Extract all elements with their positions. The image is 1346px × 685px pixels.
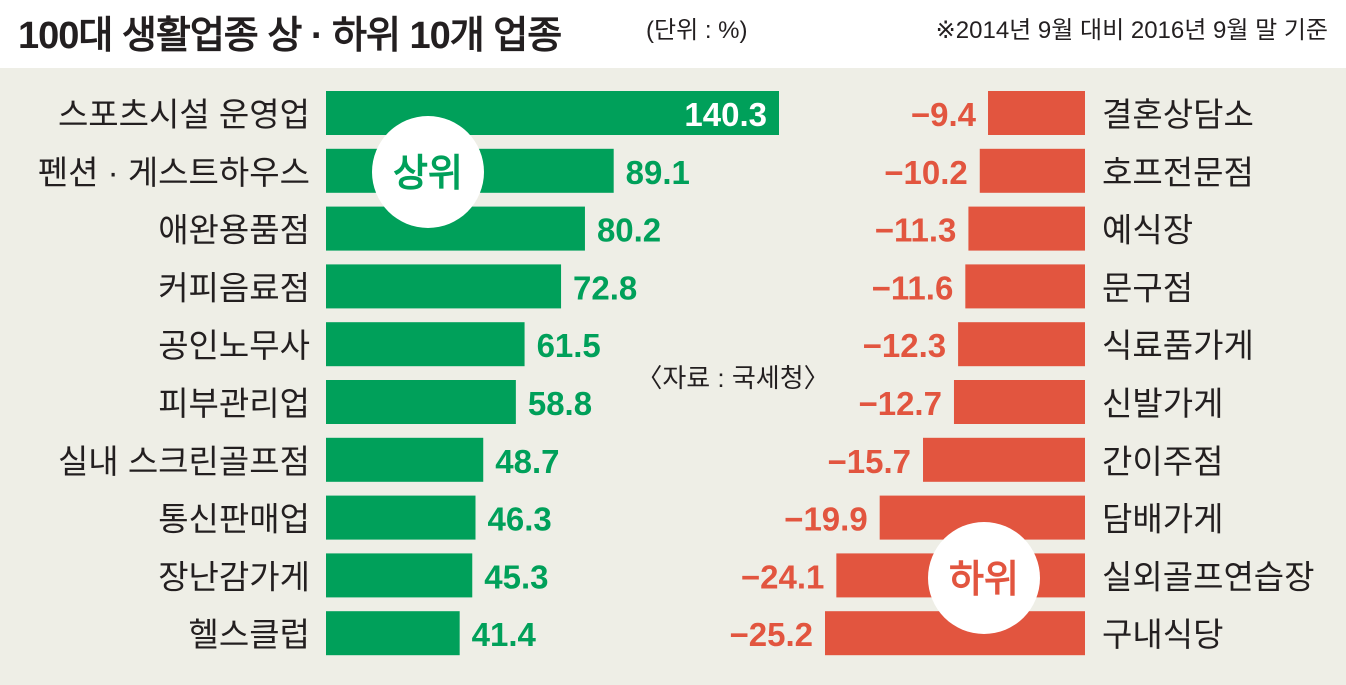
value-label-bottom: −11.3 bbox=[875, 212, 957, 249]
category-label-bottom: 문구점 bbox=[1102, 269, 1193, 306]
value-label-top: 41.4 bbox=[472, 616, 537, 653]
bottom-badge-label: 하위 bbox=[949, 559, 1019, 601]
category-label-bottom: 담배가게 bbox=[1102, 501, 1223, 538]
bar-top bbox=[326, 437, 484, 482]
category-label-top: 스포츠시설 운영업 bbox=[58, 96, 310, 133]
category-label-top: 실내 스크린골프점 bbox=[58, 443, 310, 480]
value-label-bottom: −12.3 bbox=[863, 327, 947, 364]
bottom10-series: −9.4 결혼상담소 −10.2 호프전문점 −11.3 예식장 −11.6 문구점 −12.3… bbox=[730, 91, 1315, 656]
bar-top bbox=[326, 322, 525, 367]
value-label-top: 61.5 bbox=[537, 327, 601, 364]
bar-bottom bbox=[953, 380, 1085, 424]
value-label-top: 140.3 bbox=[684, 96, 767, 133]
category-label-bottom: 실외골프연습장 bbox=[1102, 558, 1315, 595]
value-label-top: 45.3 bbox=[484, 558, 548, 595]
value-label-bottom: −11.6 bbox=[872, 269, 954, 306]
value-label-top: 89.1 bbox=[626, 154, 690, 191]
category-label-bottom: 간이주점 bbox=[1102, 443, 1223, 480]
category-label-top: 공인노무사 bbox=[158, 327, 310, 364]
value-label-top: 58.8 bbox=[528, 385, 592, 422]
bar-bottom bbox=[979, 148, 1085, 193]
category-label-bottom: 구내식당 bbox=[1102, 616, 1223, 653]
category-label-top: 피부관리업 bbox=[158, 385, 310, 422]
bar-bottom bbox=[968, 206, 1085, 251]
bar-top bbox=[326, 611, 460, 656]
category-label-top: 애완용품점 bbox=[158, 212, 310, 249]
unit-label: (단위 : %) bbox=[646, 17, 748, 44]
bar-top bbox=[326, 553, 473, 598]
value-label-bottom: −25.2 bbox=[730, 616, 814, 653]
category-label-bottom: 결혼상담소 bbox=[1102, 96, 1254, 133]
bar-top bbox=[326, 380, 516, 424]
bar-bottom bbox=[965, 264, 1085, 309]
top-badge-circle bbox=[372, 116, 484, 228]
bar-top bbox=[326, 495, 476, 540]
value-label-top: 80.2 bbox=[597, 212, 661, 249]
header: 100대 생활업종 상 · 하위 10개 업종 (단위 : %) ※2014년 … bbox=[0, 0, 1346, 68]
category-label-bottom: 호프전문점 bbox=[1102, 154, 1254, 191]
category-label-bottom: 식료품가게 bbox=[1102, 327, 1254, 364]
bar-bottom bbox=[923, 437, 1085, 482]
top-badge-label: 상위 bbox=[393, 153, 463, 195]
bar-bottom bbox=[988, 91, 1085, 135]
category-label-bottom: 신발가게 bbox=[1102, 385, 1223, 422]
chart-title: 100대 생활업종 상 · 하위 10개 업종 bbox=[18, 15, 562, 57]
basis-note: ※2014년 9월 대비 2016년 9월 말 기준 bbox=[935, 17, 1328, 44]
value-label-bottom: −19.9 bbox=[784, 501, 868, 538]
value-label-bottom: −12.7 bbox=[858, 385, 942, 422]
category-label-top: 펜션 · 게스트하우스 bbox=[38, 154, 310, 191]
value-label-bottom: −15.7 bbox=[828, 443, 912, 480]
category-label-bottom: 예식장 bbox=[1102, 212, 1193, 249]
source-note: 〈자료 : 국세청〉 bbox=[636, 363, 829, 393]
category-label-top: 헬스클럽 bbox=[189, 616, 310, 653]
bottom-badge-circle bbox=[928, 522, 1040, 634]
value-label-top: 72.8 bbox=[573, 269, 637, 306]
chart-panel bbox=[0, 68, 1346, 685]
bar-top bbox=[326, 264, 562, 309]
category-label-top: 커피음료점 bbox=[158, 269, 310, 306]
value-label-top: 46.3 bbox=[487, 501, 551, 538]
value-label-top: 48.7 bbox=[495, 443, 559, 480]
value-label-bottom: −24.1 bbox=[741, 558, 825, 595]
value-label-bottom: −9.4 bbox=[911, 96, 977, 133]
category-label-top: 장난감가게 bbox=[158, 558, 310, 595]
category-label-top: 통신판매업 bbox=[158, 501, 310, 538]
bar-bottom bbox=[958, 322, 1085, 367]
value-label-bottom: −10.2 bbox=[884, 154, 968, 191]
